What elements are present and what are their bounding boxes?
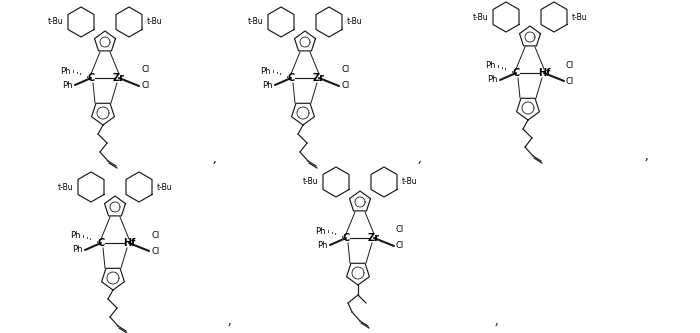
Text: Cl: Cl (396, 241, 405, 250)
Text: t-Bu: t-Bu (48, 18, 63, 27)
Text: ,: , (418, 152, 422, 165)
Text: Ph: Ph (60, 67, 71, 76)
Text: t-Bu: t-Bu (572, 13, 587, 22)
Text: Zr: Zr (313, 73, 325, 83)
Text: Cl: Cl (151, 246, 160, 255)
Text: ,: , (495, 313, 499, 326)
Text: C: C (342, 233, 349, 243)
Text: C: C (97, 238, 104, 248)
Text: C: C (512, 68, 519, 78)
Text: ,: , (213, 152, 217, 165)
Text: t-Bu: t-Bu (57, 182, 73, 191)
Text: C: C (88, 73, 94, 83)
Text: Ph: Ph (318, 240, 328, 249)
Text: ,: , (645, 149, 649, 162)
Text: Cl: Cl (151, 230, 160, 239)
Text: t-Bu: t-Bu (247, 18, 263, 27)
Text: t-Bu: t-Bu (473, 13, 488, 22)
Text: Cl: Cl (341, 82, 349, 91)
Text: t-Bu: t-Bu (402, 177, 418, 186)
Text: Cl: Cl (566, 61, 574, 70)
Text: t-Bu: t-Bu (347, 18, 363, 27)
Text: Ph: Ph (71, 231, 81, 240)
Text: Ph: Ph (262, 81, 273, 90)
Text: Zr: Zr (113, 73, 125, 83)
Text: Ph: Ph (316, 226, 326, 235)
Text: Cl: Cl (566, 77, 574, 86)
Text: Ph: Ph (487, 76, 498, 85)
Text: Ph: Ph (73, 245, 83, 254)
Text: t-Bu: t-Bu (302, 177, 318, 186)
Text: Hf: Hf (122, 238, 135, 248)
Text: Ph: Ph (486, 62, 496, 71)
Text: t-Bu: t-Bu (147, 18, 162, 27)
Text: Cl: Cl (141, 82, 149, 91)
Text: Hf: Hf (538, 68, 550, 78)
Text: Cl: Cl (396, 225, 405, 234)
Text: Cl: Cl (341, 66, 349, 75)
Text: Cl: Cl (141, 66, 149, 75)
Text: Ph: Ph (260, 67, 271, 76)
Text: t-Bu: t-Bu (157, 182, 173, 191)
Text: Zr: Zr (368, 233, 380, 243)
Text: Ph: Ph (62, 81, 73, 90)
Text: C: C (288, 73, 295, 83)
Text: ,: , (228, 313, 232, 326)
